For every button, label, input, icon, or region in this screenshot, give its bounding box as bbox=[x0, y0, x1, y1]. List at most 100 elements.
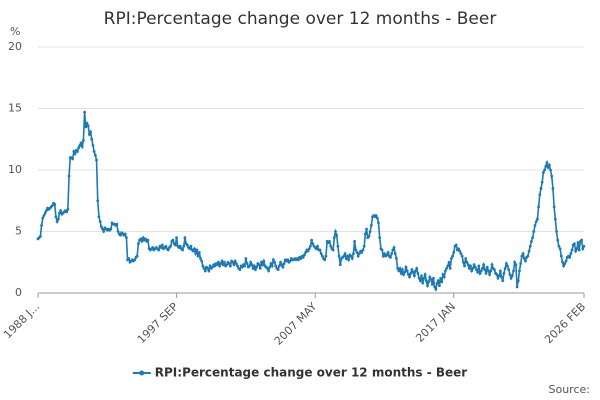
data-point bbox=[540, 180, 544, 184]
data-point bbox=[157, 248, 161, 252]
data-point bbox=[367, 235, 371, 238]
data-point bbox=[281, 265, 285, 269]
data-point bbox=[557, 244, 561, 248]
data-point bbox=[466, 263, 470, 267]
data-point bbox=[498, 269, 502, 273]
data-point bbox=[409, 271, 413, 275]
data-point bbox=[508, 273, 512, 276]
data-point bbox=[459, 252, 463, 256]
data-point bbox=[135, 254, 139, 258]
data-point bbox=[520, 254, 524, 258]
data-point bbox=[496, 276, 500, 280]
data-point bbox=[385, 253, 389, 257]
data-point bbox=[38, 235, 42, 238]
data-point bbox=[159, 246, 163, 249]
data-point bbox=[405, 269, 409, 273]
data-point bbox=[406, 273, 410, 276]
data-point bbox=[349, 254, 353, 258]
data-point bbox=[193, 247, 196, 251]
data-point bbox=[140, 239, 144, 243]
data-point bbox=[286, 258, 290, 262]
data-point bbox=[463, 264, 466, 268]
data-point bbox=[197, 251, 201, 254]
data-point bbox=[182, 244, 186, 248]
data-point bbox=[582, 244, 586, 248]
data-point bbox=[288, 259, 292, 263]
data-point bbox=[569, 252, 573, 256]
data-point bbox=[519, 262, 523, 265]
y-tick-label: 0 bbox=[15, 286, 22, 299]
data-point bbox=[472, 263, 476, 267]
data-point bbox=[447, 260, 451, 264]
data-point bbox=[440, 280, 444, 284]
data-point bbox=[399, 271, 403, 275]
data-point bbox=[411, 270, 415, 274]
data-point bbox=[86, 124, 90, 128]
data-point bbox=[465, 260, 469, 264]
data-point bbox=[430, 282, 434, 286]
data-point bbox=[82, 139, 85, 142]
data-point bbox=[564, 259, 568, 263]
data-point bbox=[271, 258, 275, 262]
data-point bbox=[477, 264, 481, 268]
data-point bbox=[467, 267, 471, 270]
data-point bbox=[267, 269, 270, 273]
data-point bbox=[323, 258, 327, 262]
data-point bbox=[448, 267, 452, 270]
data-point bbox=[490, 263, 494, 267]
data-point bbox=[222, 260, 226, 264]
data-point bbox=[524, 259, 527, 263]
x-tick-label: 2026 FEB bbox=[542, 300, 588, 346]
data-point bbox=[383, 252, 386, 256]
data-point bbox=[169, 244, 173, 248]
data-point bbox=[544, 164, 548, 168]
data-point bbox=[301, 255, 305, 259]
data-point bbox=[481, 267, 484, 270]
data-point bbox=[547, 163, 551, 167]
data-point bbox=[236, 264, 239, 268]
data-point bbox=[445, 267, 449, 270]
data-point bbox=[403, 270, 407, 274]
data-point bbox=[227, 262, 231, 265]
data-point bbox=[123, 232, 127, 236]
data-point bbox=[503, 267, 507, 270]
data-point bbox=[396, 267, 400, 270]
data-point bbox=[543, 168, 546, 172]
data-point bbox=[257, 263, 261, 267]
data-point bbox=[99, 225, 103, 228]
data-point bbox=[483, 268, 487, 272]
data-point bbox=[344, 257, 348, 260]
data-point bbox=[303, 253, 306, 257]
data-point bbox=[436, 279, 440, 283]
data-point bbox=[280, 263, 284, 267]
data-point bbox=[471, 267, 475, 270]
data-point bbox=[515, 285, 519, 289]
data-point bbox=[320, 254, 324, 258]
data-point bbox=[55, 220, 59, 224]
data-point bbox=[270, 264, 274, 268]
data-point bbox=[418, 279, 422, 283]
data-point bbox=[576, 241, 580, 244]
data-point bbox=[501, 279, 505, 283]
data-point bbox=[96, 199, 100, 203]
data-point bbox=[380, 248, 384, 252]
data-point bbox=[90, 137, 94, 141]
data-point bbox=[479, 269, 483, 273]
y-tick-label: 10 bbox=[8, 163, 22, 176]
data-point bbox=[252, 264, 256, 268]
data-point bbox=[40, 223, 43, 227]
data-point bbox=[181, 248, 184, 252]
data-point bbox=[240, 265, 244, 269]
data-point bbox=[185, 243, 189, 247]
data-point bbox=[581, 247, 585, 251]
data-point bbox=[194, 252, 198, 256]
data-point bbox=[84, 125, 88, 129]
data-point bbox=[464, 257, 468, 260]
data-point bbox=[299, 257, 303, 260]
data-point bbox=[363, 232, 367, 236]
data-point bbox=[141, 236, 145, 240]
data-point bbox=[83, 110, 86, 114]
y-tick-label: 5 bbox=[15, 225, 22, 238]
data-point bbox=[386, 251, 390, 254]
